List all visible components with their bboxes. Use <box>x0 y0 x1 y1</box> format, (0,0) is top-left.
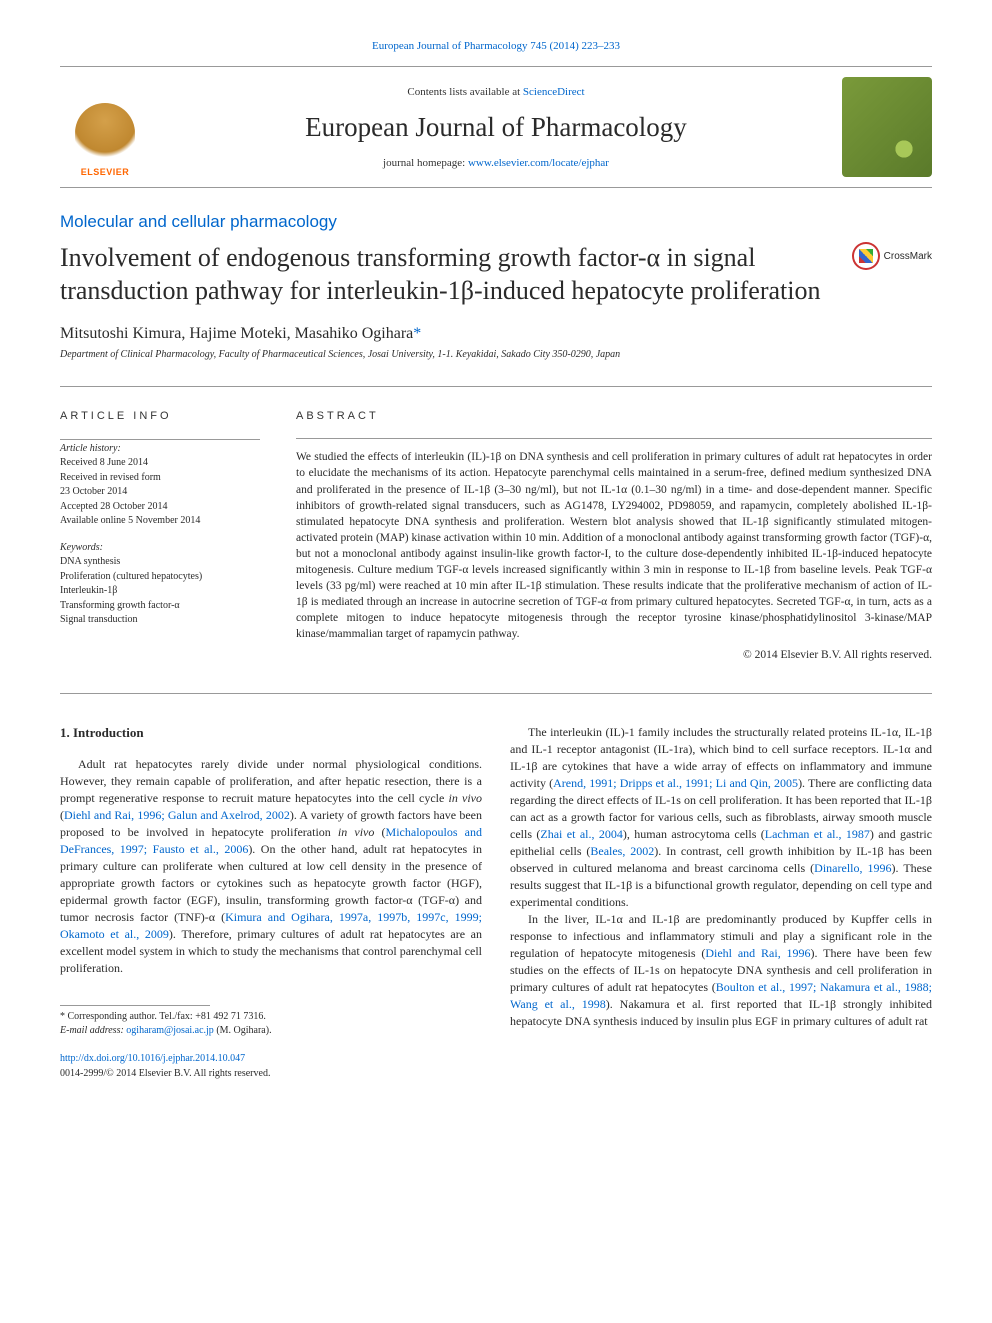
authors-line: Mitsutoshi Kimura, Hajime Moteki, Masahi… <box>60 325 932 343</box>
crossmark-label: CrossMark <box>884 251 932 262</box>
history-heading: Article history: <box>60 442 260 457</box>
elsevier-tree-icon <box>75 103 135 163</box>
keyword: DNA synthesis <box>60 555 260 570</box>
info-abstract-row: ARTICLE INFO Article history: Received 8… <box>60 409 932 663</box>
ref-link[interactable]: Diehl and Rai, 1996; Galun and Axelrod, … <box>64 808 290 822</box>
right-column: The interleukin (IL)-1 family includes t… <box>510 724 932 1081</box>
journal-header: ELSEVIER Contents lists available at Sci… <box>60 66 932 188</box>
doi-block: http://dx.doi.org/10.1016/j.ejphar.2014.… <box>60 1052 482 1080</box>
intro-para-3: In the liver, IL-1α and IL-1β are predom… <box>510 911 932 1030</box>
article-info-col: ARTICLE INFO Article history: Received 8… <box>60 409 260 663</box>
history-line: Received in revised form <box>60 471 260 486</box>
journal-cover-icon[interactable] <box>842 77 932 177</box>
issn-line: 0014-2999/© 2014 Elsevier B.V. All right… <box>60 1067 482 1081</box>
contents-prefix: Contents lists available at <box>407 86 522 98</box>
ref-link[interactable]: Diehl and Rai, 1996 <box>705 946 810 960</box>
abstract-col: ABSTRACT We studied the effects of inter… <box>296 409 932 663</box>
citation-line: European Journal of Pharmacology 745 (20… <box>60 40 932 52</box>
contents-line: Contents lists available at ScienceDirec… <box>170 86 822 98</box>
history-line: Accepted 28 October 2014 <box>60 500 260 515</box>
abstract-heading: ABSTRACT <box>296 409 932 424</box>
history-line: Available online 5 November 2014 <box>60 514 260 529</box>
intro-para-2: The interleukin (IL)-1 family includes t… <box>510 724 932 911</box>
citation-link[interactable]: European Journal of Pharmacology 745 (20… <box>372 40 620 52</box>
abstract-text: We studied the effects of interleukin (I… <box>296 449 932 642</box>
homepage-link[interactable]: www.elsevier.com/locate/ejphar <box>468 157 609 169</box>
history-line: Received 8 June 2014 <box>60 456 260 471</box>
footnote-rule <box>60 1005 210 1006</box>
divider-bottom <box>60 693 932 694</box>
divider-abs <box>296 438 932 439</box>
ref-link[interactable]: Arend, 1991; Dripps et al., 1991; Li and… <box>553 776 798 790</box>
email-link[interactable]: ogiharam@josai.ac.jp <box>126 1025 214 1036</box>
ref-link[interactable]: Zhai et al., 2004 <box>540 827 623 841</box>
title-row: Involvement of endogenous transforming g… <box>60 242 932 307</box>
keywords-heading: Keywords: <box>60 541 260 556</box>
journal-name: European Journal of Pharmacology <box>170 112 822 143</box>
ref-link[interactable]: Dinarello, 1996 <box>814 861 891 875</box>
body-columns: 1. Introduction Adult rat hepatocytes ra… <box>60 724 932 1081</box>
left-column: 1. Introduction Adult rat hepatocytes ra… <box>60 724 482 1081</box>
footnotes: * Corresponding author. Tel./fax: +81 49… <box>60 1005 482 1038</box>
email-label: E-mail address: <box>60 1025 126 1036</box>
doi-link[interactable]: http://dx.doi.org/10.1016/j.ejphar.2014.… <box>60 1053 245 1064</box>
keyword: Interleukin-1β <box>60 584 260 599</box>
corr-author-line: * Corresponding author. Tel./fax: +81 49… <box>60 1010 482 1024</box>
crossmark-badge[interactable]: CrossMark <box>852 242 932 270</box>
keyword: Proliferation (cultured hepatocytes) <box>60 570 260 585</box>
divider-top <box>60 386 932 387</box>
corr-marker: * <box>413 325 421 342</box>
intro-heading: 1. Introduction <box>60 724 482 742</box>
header-center: Contents lists available at ScienceDirec… <box>150 86 842 169</box>
copyright-line: © 2014 Elsevier B.V. All rights reserved… <box>296 647 932 663</box>
keyword: Signal transduction <box>60 613 260 628</box>
ref-link[interactable]: Beales, 2002 <box>590 844 654 858</box>
history-line: 23 October 2014 <box>60 485 260 500</box>
sciencedirect-link[interactable]: ScienceDirect <box>523 86 585 98</box>
keyword: Transforming growth factor-α <box>60 599 260 614</box>
article-title: Involvement of endogenous transforming g… <box>60 242 832 307</box>
section-label: Molecular and cellular pharmacology <box>60 212 932 232</box>
ref-link[interactable]: Lachman et al., 1987 <box>765 827 870 841</box>
intro-para-1: Adult rat hepatocytes rarely divide unde… <box>60 756 482 977</box>
divider-info <box>60 439 260 440</box>
email-line: E-mail address: ogiharam@josai.ac.jp (M.… <box>60 1024 482 1038</box>
elsevier-logo[interactable]: ELSEVIER <box>60 77 150 177</box>
article-info-heading: ARTICLE INFO <box>60 409 260 425</box>
homepage-prefix: journal homepage: <box>383 157 468 169</box>
crossmark-icon <box>852 242 880 270</box>
authors-text: Mitsutoshi Kimura, Hajime Moteki, Masahi… <box>60 325 413 342</box>
affiliation: Department of Clinical Pharmacology, Fac… <box>60 349 932 360</box>
elsevier-label: ELSEVIER <box>81 167 130 177</box>
homepage-line: journal homepage: www.elsevier.com/locat… <box>170 157 822 169</box>
